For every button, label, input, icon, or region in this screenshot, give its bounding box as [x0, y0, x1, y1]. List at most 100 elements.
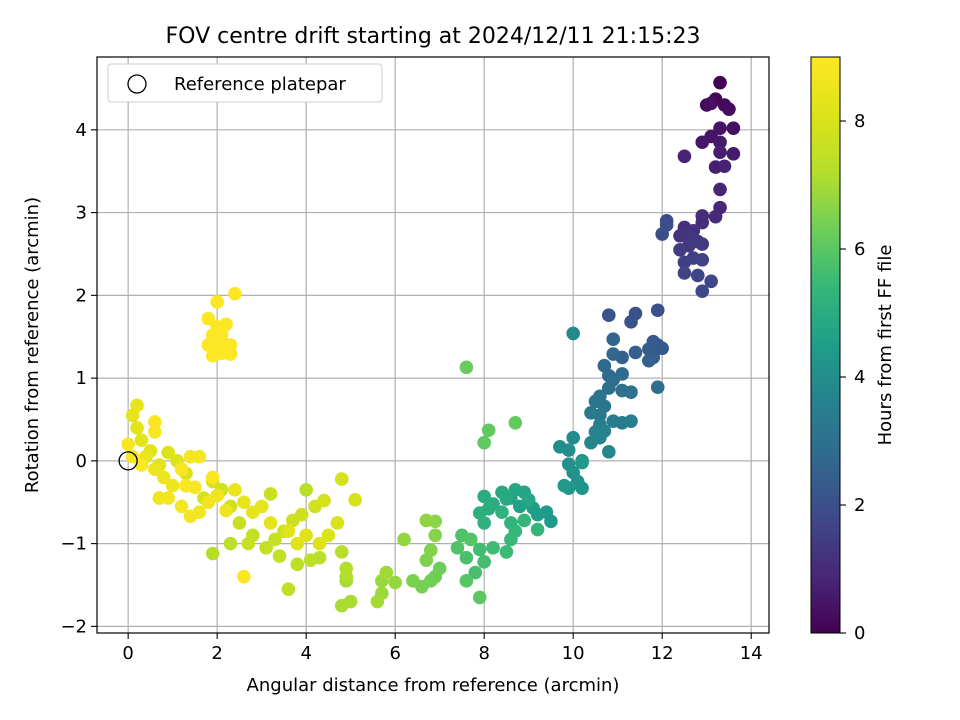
- scatter-point: [477, 516, 491, 530]
- x-tick-label: 4: [300, 643, 311, 664]
- scatter-point: [713, 182, 727, 197]
- scatter-point: [205, 470, 220, 485]
- scatter-point: [201, 495, 216, 510]
- scatter-point: [174, 462, 189, 476]
- scatter-point: [673, 243, 687, 257]
- x-tick-label: 2: [211, 643, 222, 664]
- scatter-point: [183, 509, 198, 524]
- scatter-point: [650, 303, 665, 318]
- scatter-point: [281, 582, 296, 596]
- scatter-point: [259, 540, 273, 555]
- chart-title: FOV centre drift starting at 2024/12/11 …: [166, 24, 701, 49]
- scatter-point: [713, 135, 727, 150]
- scatter-point: [290, 557, 305, 572]
- scatter-point: [655, 341, 669, 356]
- scatter-point: [508, 415, 523, 430]
- scatter-point: [713, 145, 727, 159]
- scatter-point: [343, 594, 358, 609]
- scatter-point: [459, 360, 474, 375]
- scatter-point: [303, 553, 318, 567]
- scatter-point: [695, 284, 710, 299]
- scatter-point: [655, 227, 669, 241]
- y-tick-label: −2: [60, 616, 87, 637]
- scatter-point: [477, 435, 491, 450]
- scatter-point: [695, 215, 710, 230]
- scatter-point: [708, 209, 723, 224]
- scatter-point: [499, 545, 514, 559]
- scatter-point: [317, 493, 331, 508]
- scatter-point: [677, 149, 692, 164]
- y-tick-label: 1: [76, 368, 87, 389]
- scatter-point: [228, 483, 242, 497]
- scatter-point: [690, 268, 705, 283]
- colorbar-ticks: 0 2 4 6 8: [840, 111, 865, 644]
- scatter-point: [561, 443, 576, 457]
- scatter-point: [299, 528, 313, 543]
- scatter-point: [281, 524, 296, 539]
- scatter-point: [237, 569, 251, 584]
- scatter-point: [192, 449, 207, 464]
- scatter-point: [544, 514, 558, 529]
- scatter-point: [232, 516, 247, 530]
- x-tick-label: 0: [122, 643, 133, 664]
- scatter-point: [726, 147, 741, 161]
- scatter-point: [624, 414, 638, 428]
- scatter-point: [677, 266, 692, 280]
- colorbar-tick-label: 2: [854, 495, 865, 516]
- scatter-point: [695, 237, 710, 251]
- scatter-point: [642, 353, 656, 368]
- scatter-point: [241, 536, 256, 551]
- scatter-point: [334, 472, 349, 486]
- scatter-point: [379, 565, 394, 580]
- scatter-point: [584, 406, 598, 420]
- colorbar-tick-label: 0: [854, 623, 865, 644]
- scatter-point: [339, 561, 354, 576]
- scatter-point: [530, 522, 545, 537]
- scatter-point: [477, 489, 491, 504]
- scatter-point: [557, 478, 572, 493]
- scatter-point: [704, 274, 718, 289]
- scatter-point: [237, 495, 251, 510]
- x-tick-label: 14: [740, 643, 763, 664]
- scatter-point: [606, 332, 621, 347]
- scatter-point: [161, 445, 176, 460]
- scatter-point: [330, 516, 345, 530]
- x-axis-ticks: 0 2 4 6 8 10 12 14: [122, 633, 763, 664]
- scatter-point: [290, 536, 305, 551]
- legend-box: [107, 63, 383, 103]
- x-tick-label: 6: [389, 643, 400, 664]
- scatter-point: [428, 528, 443, 543]
- scatter-point: [624, 385, 638, 399]
- data-points: [118, 75, 741, 613]
- scatter-point: [726, 121, 741, 135]
- scatter-point: [397, 532, 411, 547]
- scatter-point: [508, 483, 523, 497]
- scatter-point: [272, 549, 287, 563]
- scatter-point: [130, 420, 144, 435]
- scatter-point: [219, 503, 233, 518]
- scatter-point: [148, 425, 162, 439]
- y-axis-ticks: −2 −1 0 1 2 3 4: [60, 120, 97, 637]
- scatter-point: [223, 347, 238, 361]
- scatter-point: [504, 532, 518, 547]
- scatter-point: [695, 135, 710, 150]
- scatter-point: [601, 308, 616, 323]
- colorbar-tick-label: 4: [854, 367, 865, 388]
- scatter-point: [263, 516, 278, 530]
- scatter-point: [228, 286, 242, 301]
- grid: [97, 57, 769, 633]
- scatter-point: [575, 455, 589, 470]
- scatter-point: [321, 528, 336, 543]
- scatter-point: [179, 478, 193, 493]
- legend-label: Reference platepar: [174, 74, 346, 95]
- y-tick-label: −1: [60, 534, 87, 555]
- scatter-point: [459, 550, 474, 565]
- y-axis-label: Rotation from reference (arcmin): [22, 197, 43, 493]
- scatter-point: [406, 574, 420, 588]
- x-tick-label: 12: [651, 643, 674, 664]
- scatter-point: [472, 542, 487, 557]
- scatter-point: [713, 75, 727, 90]
- x-tick-label: 8: [478, 643, 489, 664]
- scatter-point: [223, 536, 238, 551]
- scatter-point: [566, 430, 580, 445]
